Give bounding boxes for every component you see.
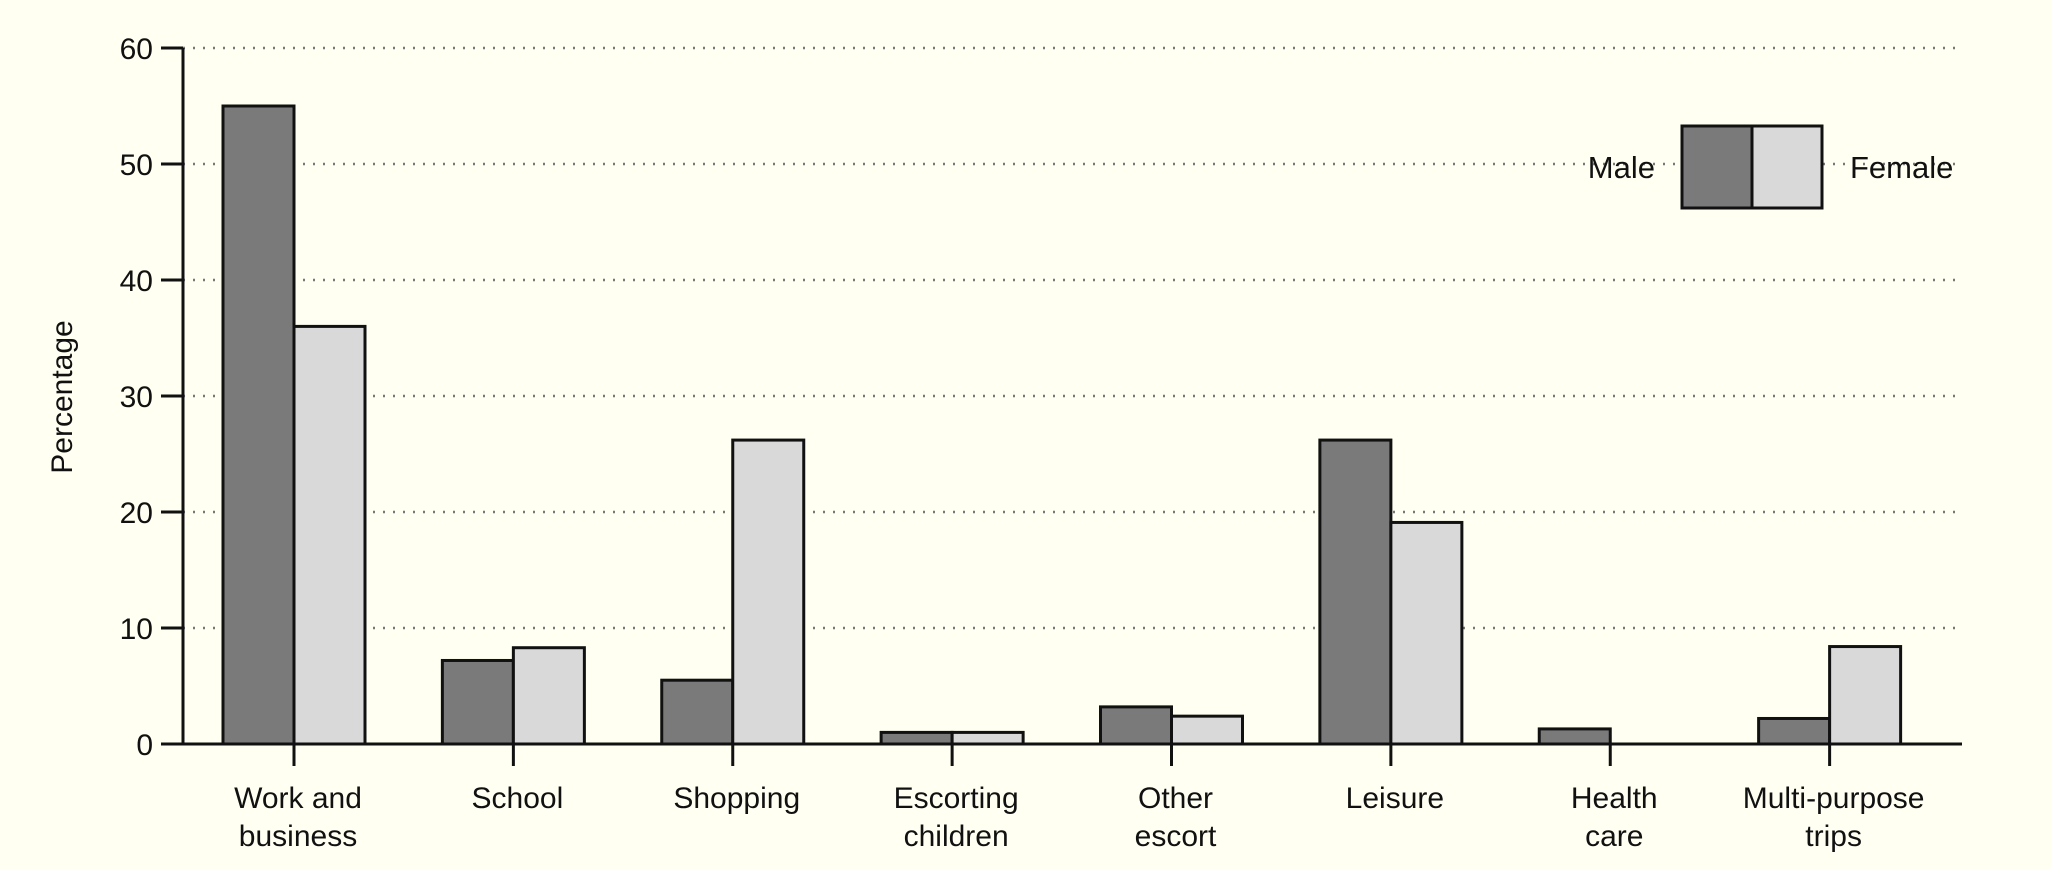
y-ticks: 0 10 20 30 40 50 60 [120,33,183,762]
bar-male [1099,705,1173,746]
bar-female [1389,520,1464,746]
bar-female [1170,714,1244,746]
legend-label-male: Male [1588,150,1655,185]
legend-swatch-female [1750,124,1824,210]
bar-male [440,658,515,746]
bar-male [221,104,296,746]
x-tick-label: Multi-purpose [1743,782,1925,815]
y-tick-label: 20 [120,497,153,530]
bar-female [731,438,806,746]
bar-female [292,324,367,746]
bar-male [1537,727,1612,746]
x-tick-label: business [239,820,357,853]
bar-male [660,678,735,746]
y-tick-label: 50 [120,149,153,182]
y-tick-label: 60 [120,33,153,66]
y-tick-label: 40 [120,265,153,298]
bar-female [511,646,586,746]
bar-male [1757,716,1832,746]
x-tick-label: Health [1571,782,1658,815]
x-category-labels: Work and business School Shopping Escorting c… [234,744,1925,853]
x-tick-label: Escorting [894,782,1019,815]
bar-male [879,730,954,746]
legend-swatch-male [1680,124,1754,210]
legend: Male Female [1588,124,1953,210]
x-tick-label: children [904,820,1009,853]
y-axis-title: Percentage [46,320,79,473]
x-tick-label: care [1585,820,1643,853]
x-tick-label: Shopping [673,782,800,815]
y-tick-label: 10 [120,613,153,646]
legend-label-female: Female [1850,150,1953,185]
bar-male [1318,438,1393,746]
x-tick-label: Leisure [1346,782,1444,815]
x-tick-label: Work and [234,782,362,815]
y-tick-label: 0 [136,729,153,762]
bar-female [1828,645,1903,746]
bars [221,104,1903,746]
x-tick-label: trips [1805,820,1862,853]
x-tick-label: escort [1135,820,1217,853]
x-tick-label: School [472,782,564,815]
x-tick-label: Other [1138,782,1213,815]
bar-female [950,730,1025,746]
y-tick-label: 30 [120,381,153,414]
